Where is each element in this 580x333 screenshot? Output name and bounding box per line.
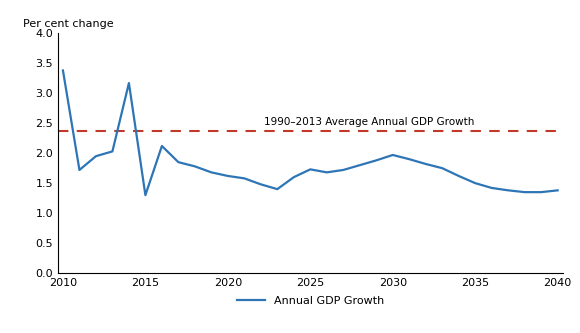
Text: Per cent change: Per cent change (23, 19, 113, 29)
Legend: Annual GDP Growth: Annual GDP Growth (233, 292, 388, 311)
Text: 1990–2013 Average Annual GDP Growth: 1990–2013 Average Annual GDP Growth (264, 117, 474, 127)
